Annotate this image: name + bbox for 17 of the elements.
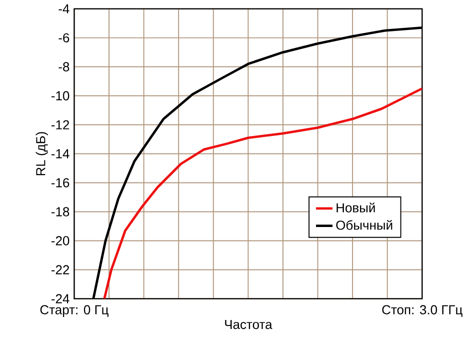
legend-label: Новый <box>336 202 375 213</box>
y-tick-label: -4 <box>58 4 70 14</box>
y-tick-label: -22 <box>51 265 70 274</box>
legend-label: Обычный <box>336 220 392 230</box>
x-tick-label: Стоп: 3.0 ГГц <box>382 305 462 318</box>
y-tick-label: -8 <box>58 62 70 72</box>
x-tick-label: Старт: 0 Гц <box>40 305 108 318</box>
y-axis-title: RL (дБ) <box>36 132 48 176</box>
y-tick-label: -14 <box>51 149 70 158</box>
y-tick-label: -18 <box>51 207 70 217</box>
y-tick-label: -20 <box>51 236 70 246</box>
y-tick-label: -6 <box>58 33 70 43</box>
y-tick-label: -24 <box>51 294 70 304</box>
x-axis-title: Частота <box>225 320 272 330</box>
y-tick-label: -12 <box>51 120 70 130</box>
y-tick-label: -16 <box>51 178 70 188</box>
y-tick-label: -10 <box>51 91 70 101</box>
